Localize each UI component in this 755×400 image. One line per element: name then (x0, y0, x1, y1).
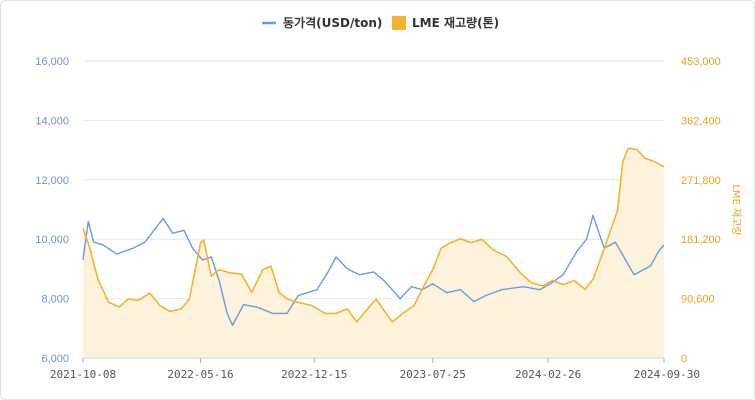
legend[interactable]: 동가격(USD/ton) LME 재고량(톤) (262, 15, 499, 30)
legend-label: LME 재고량(톤) (412, 16, 499, 30)
legend-square-swatch (392, 16, 406, 30)
x-tick-label: 2024-09-30 (634, 368, 700, 381)
inventory-area-fill (83, 148, 664, 358)
y-right-tick-label: 362,400 (681, 115, 721, 127)
legend-item-lme-inventory[interactable]: LME 재고량(톤) (392, 16, 499, 30)
copper-price-series-line (82, 214, 665, 326)
y-right-tick-label: 181,200 (681, 234, 721, 246)
axis-layer: 6,000 8,000 10,000 12,000 14,000 16,000 0 90,60… (35, 56, 742, 381)
x-tick-label: 2024-02-26 (515, 368, 581, 381)
inventory-series-line (82, 147, 665, 323)
y-left-tick-label: 14,000 (35, 115, 69, 127)
y-right-tick-label: 0 (681, 353, 687, 365)
legend-label: 동가격(USD/ton) (283, 15, 382, 30)
y-left-tick-label: 10,000 (35, 234, 69, 246)
y-left-tick-label: 12,000 (35, 175, 69, 187)
x-tick-label: 2023-07-25 (400, 368, 466, 381)
y-left-tick-label: 6,000 (41, 353, 69, 365)
y-left-tick-label: 16,000 (35, 56, 69, 68)
x-tick-label: 2022-12-15 (281, 368, 347, 381)
y-right-tick-label: 271,800 (681, 175, 721, 187)
line-layer (82, 147, 665, 326)
x-tick-label: 2021-10-08 (50, 368, 116, 381)
legend-item-copper-price[interactable]: 동가격(USD/ton) (262, 15, 382, 30)
y-right-tick-label: 90,600 (681, 294, 715, 306)
grid-layer (83, 60, 664, 300)
y-left-tick-label: 8,000 (41, 294, 69, 306)
area-layer (83, 148, 664, 358)
y-right-tick-label: 453,000 (681, 56, 721, 68)
y-right-axis-title: LME 재고량 (730, 184, 742, 235)
x-tick-label: 2022-05-16 (167, 368, 233, 381)
